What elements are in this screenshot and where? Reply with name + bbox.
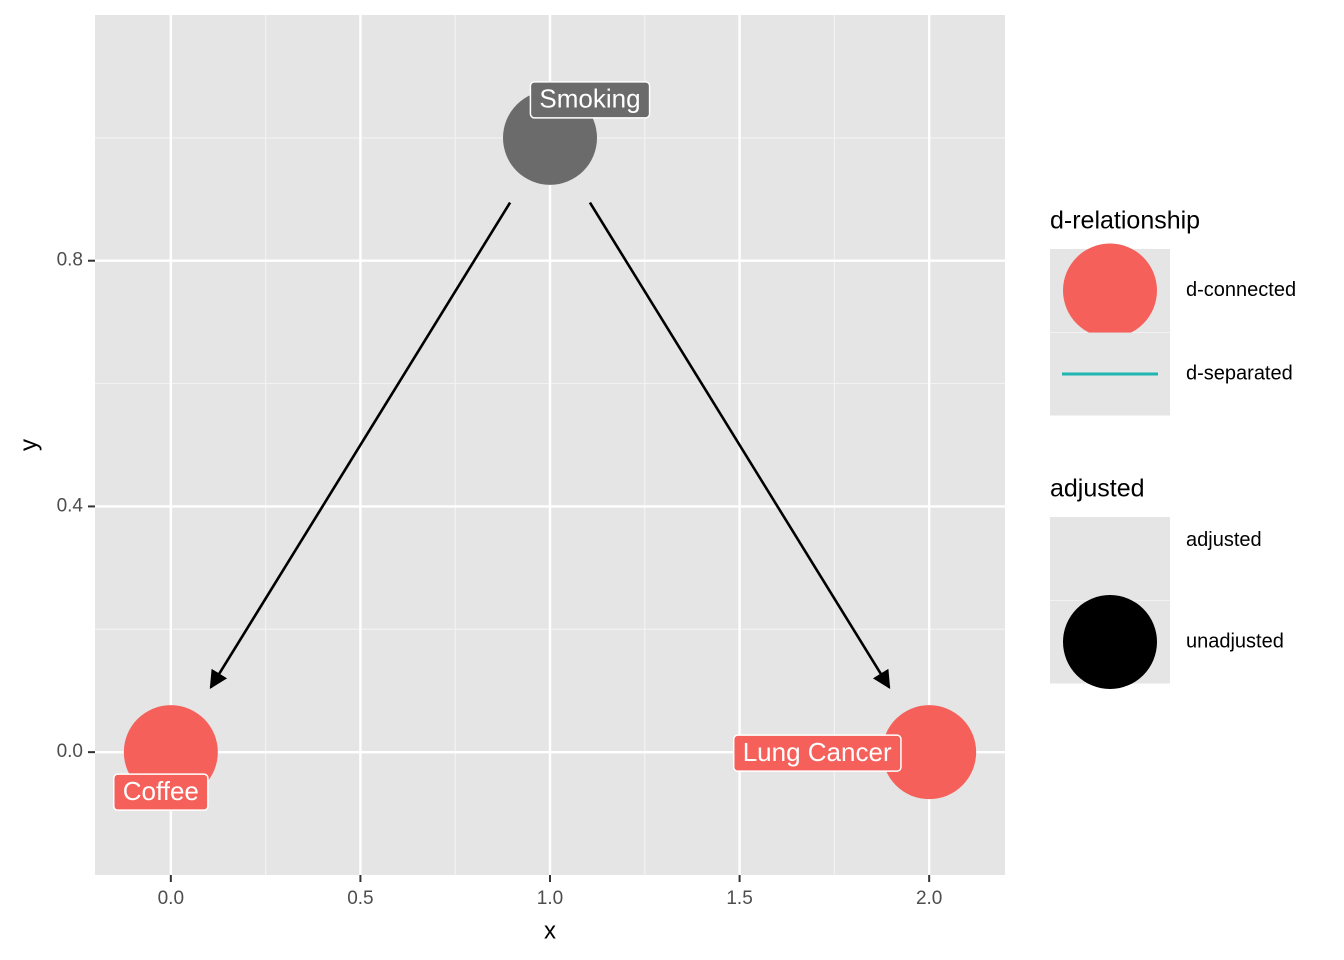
node-label-box: Smoking [529,81,651,119]
legend-label: adjusted [1186,529,1262,551]
label-background [529,81,651,119]
edge-arrow [209,201,512,690]
y-tick-label: 0.0 [57,741,83,762]
x-tick-label: 1.0 [537,888,563,909]
legend-label: unadjusted [1186,630,1284,652]
node-label: Smoking [539,84,640,114]
x-tick-label: 0.0 [158,888,184,909]
x-axis-title: x [544,917,556,944]
x-tick-label: 2.0 [916,888,942,909]
legend-label: d-connected [1186,279,1296,301]
legend-title: adjusted [1050,475,1145,503]
label-background [113,773,209,811]
y-tick-label: 0.8 [57,250,83,271]
legend-label: d-separated [1186,362,1293,384]
y-tick-label: 0.4 [57,495,84,516]
x-tick-label: 1.5 [726,888,752,909]
edge-arrow [588,201,891,690]
nodes: Smoking Coffee Lung Cancer [113,81,977,811]
y-axis-title: y [15,439,42,451]
edges [209,201,891,690]
legend-swatch [1063,243,1157,338]
legend-key [1050,517,1170,600]
node [882,705,977,800]
legend-swatch [1063,595,1157,689]
node-label-box: Lung Cancer [732,734,902,772]
legend-title: d-relationship [1050,207,1200,235]
label-background [732,734,902,772]
node-label: Lung Cancer [743,737,892,767]
node-label: Coffee [123,776,199,806]
x-tick-label: 0.5 [347,888,373,909]
node-label-box: Coffee [113,773,209,811]
